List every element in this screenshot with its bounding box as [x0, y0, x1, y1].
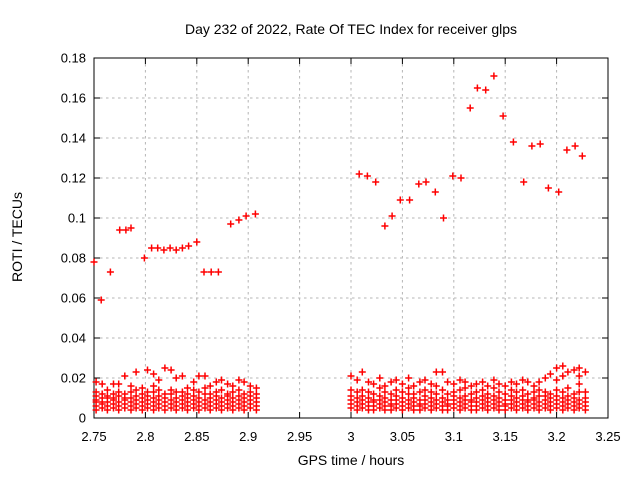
y-tick-label: 0: [79, 411, 86, 426]
y-tick-label: 0.08: [61, 251, 86, 266]
x-tick-label: 3: [347, 429, 354, 444]
chart-title: Day 232 of 2022, Rate Of TEC Index for r…: [184, 21, 518, 37]
x-tick-label: 2.95: [287, 429, 312, 444]
x-tick-label: 2.8: [136, 429, 154, 444]
x-tick-label: 3.1: [445, 429, 463, 444]
x-tick-label: 3.05: [390, 429, 415, 444]
x-tick-label: 2.9: [239, 429, 257, 444]
scatter-points-roti-disturbed-arc: [90, 72, 586, 304]
y-tick-label: 0.06: [61, 291, 86, 306]
y-tick-label: 0.14: [61, 131, 86, 146]
x-tick-label: 3.2: [548, 429, 566, 444]
y-tick-label: 0.18: [61, 51, 86, 66]
y-tick-label: 0.1: [68, 211, 86, 226]
x-axis-label: GPS time / hours: [297, 452, 405, 468]
x-tick-label: 2.75: [81, 429, 106, 444]
y-tick-label: 0.04: [61, 331, 86, 346]
x-tick-label: 3.15: [493, 429, 518, 444]
x-tick-label: 3.25: [595, 429, 620, 444]
y-tick-label: 0.16: [61, 91, 86, 106]
scatter-points-roti-quiet-band: [92, 362, 589, 414]
y-tick-label: 0.12: [61, 171, 86, 186]
x-tick-label: 2.85: [184, 429, 209, 444]
y-tick-label: 0.02: [61, 371, 86, 386]
